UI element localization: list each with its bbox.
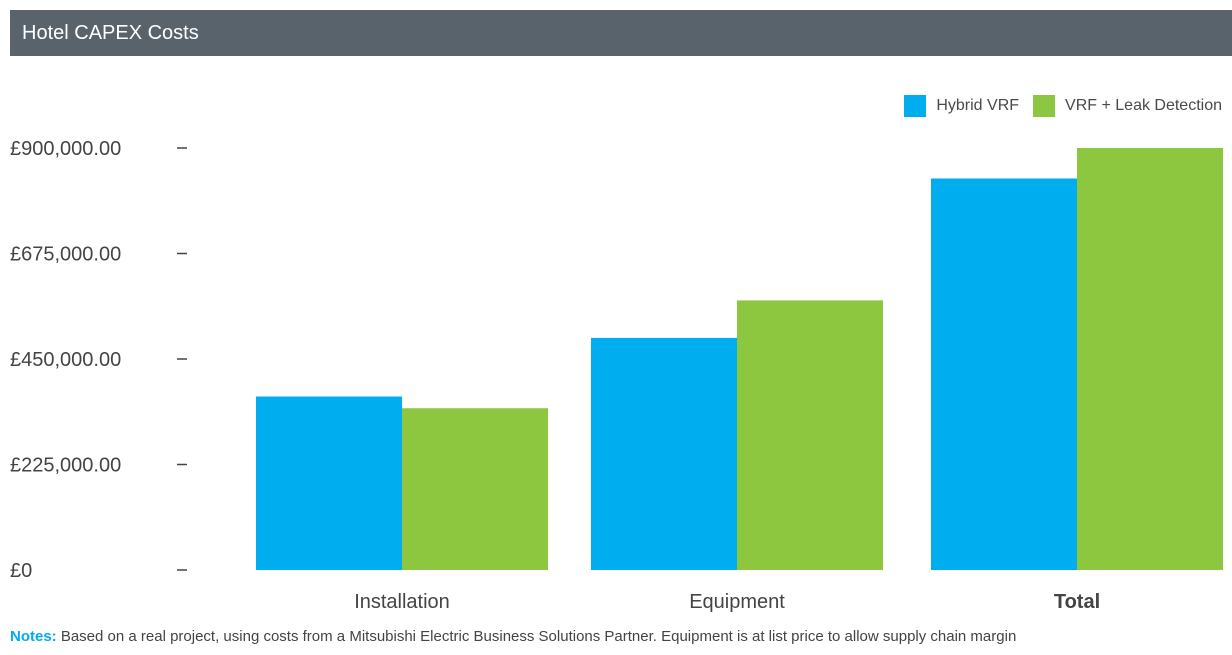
notes-label: Notes: (10, 628, 57, 645)
bar-installation-series-1 (256, 396, 402, 570)
legend-item-hybrid-vrf: Hybrid VRF (904, 95, 1019, 117)
legend-label-hybrid-vrf: Hybrid VRF (936, 97, 1020, 114)
y-tick-label: £0 (10, 560, 32, 582)
x-tick-label: Equipment (689, 591, 785, 613)
notes-text: Based on a real project, using costs fro… (56, 628, 1017, 645)
y-tick-label: £675,000.00 (10, 244, 121, 266)
bar-total-series-2 (1077, 148, 1223, 570)
chart-title-bar: Hotel CAPEX Costs (10, 10, 1232, 56)
y-tick-label: £225,000.00 (10, 455, 121, 477)
chart-title: Hotel CAPEX Costs (22, 21, 199, 44)
bar-equipment-series-2 (737, 300, 883, 570)
legend-swatch-hybrid-vrf (904, 95, 927, 117)
bar-equipment-series-1 (591, 337, 737, 570)
x-tick-label: Installation (354, 591, 450, 613)
bar-installation-series-2 (402, 408, 548, 570)
bar-total-series-1 (931, 178, 1077, 570)
legend-swatch-vrf-leak-detection (1033, 95, 1056, 117)
bar-chart: £0 £225,000.00 £450,000.00 £675,000.00 £900,… (10, 138, 1223, 613)
y-tick-label: £450,000.00 (10, 349, 121, 371)
notes: Notes: Based on a real project, using co… (10, 628, 1232, 655)
legend-label-vrf-leak-detection: VRF + Leak Detection (1065, 97, 1222, 114)
y-tick-label: £900,000.00 (10, 138, 121, 160)
legend: Hybrid VRF VRF + Leak Detection (890, 95, 1222, 117)
legend-item-vrf-leak-detection: VRF + Leak Detection (1033, 95, 1222, 117)
x-tick-label: Total (1054, 591, 1100, 613)
